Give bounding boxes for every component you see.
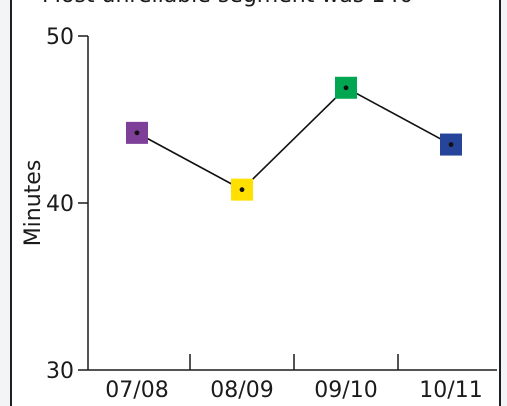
x-tick-label: 09/10 (314, 378, 377, 403)
x-tick-label: 07/08 (105, 378, 168, 403)
series-line (136, 86, 452, 191)
y-axis-title: Minutes (21, 160, 46, 247)
x-tick-label: 08/09 (210, 378, 273, 403)
data-point-dot (343, 85, 349, 91)
data-point-dot (134, 130, 140, 136)
y-tick-label: 30 (46, 359, 74, 384)
data-point-dot (448, 142, 454, 147)
y-tick-label: 40 (46, 192, 74, 217)
chart-panel: Most unreliable segment was 140 (10, 0, 501, 406)
data-point-dot (239, 187, 245, 193)
y-tick-label: 50 (46, 25, 74, 50)
x-tick-label: 10/11 (419, 378, 482, 403)
chart-title: Most unreliable segment was 140 (42, 0, 413, 8)
